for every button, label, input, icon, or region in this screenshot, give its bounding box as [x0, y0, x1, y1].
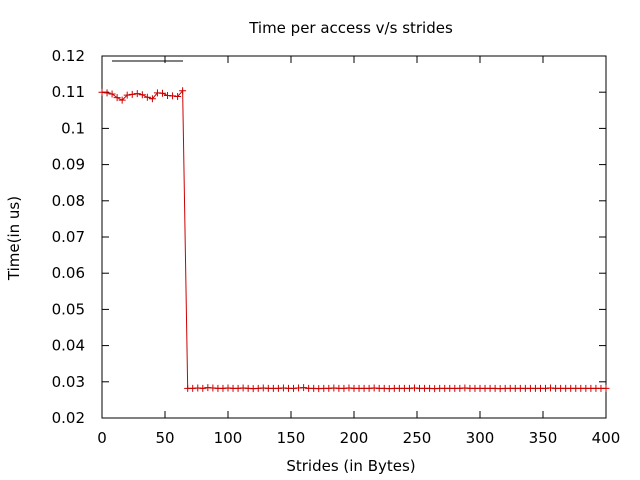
- chart-title: Time per access v/s strides: [248, 19, 453, 37]
- data-point-0-2: [108, 90, 116, 98]
- data-point-0-4: [118, 96, 126, 104]
- y-tick-label-2: 0.04: [52, 337, 85, 355]
- ticks: [101, 55, 607, 419]
- data-point-0-40: [300, 384, 308, 392]
- y-tick-label-6: 0.08: [52, 192, 85, 210]
- data-point-0-12: [158, 89, 166, 97]
- y-tick-label-9: 0.11: [52, 83, 85, 101]
- x-tick-label-2: 100: [214, 429, 243, 447]
- data-point-0-16: [179, 87, 187, 95]
- data-point-0-15: [174, 93, 182, 101]
- x-tick-label-0: 0: [97, 429, 107, 447]
- data-point-0-9: [143, 93, 151, 101]
- y-axis-label: Time(in us): [5, 196, 23, 281]
- data-point-0-100: [602, 384, 610, 392]
- x-axis-label: Strides (in Bytes): [286, 457, 415, 475]
- data-point-0-14: [169, 92, 177, 100]
- data-point-0-6: [128, 90, 136, 98]
- y-tick-label-0: 0.02: [52, 409, 85, 427]
- y-tick-label-8: 0.1: [61, 119, 85, 137]
- tick-labels: 0 50 100 150 200 250 300 350 400 0.02 0.03 0.04 0.05…: [52, 47, 621, 447]
- data-point-0-1: [103, 89, 111, 97]
- y-tick-label-1: 0.03: [52, 373, 85, 391]
- x-tick-label-1: 50: [155, 429, 174, 447]
- data-point-0-10: [148, 95, 156, 103]
- x-tick-label-5: 250: [403, 429, 432, 447]
- x-tick-label-7: 350: [529, 429, 558, 447]
- x-tick-label-4: 200: [340, 429, 369, 447]
- data-point-0-20: [199, 384, 207, 392]
- x-tick-label-3: 150: [277, 429, 306, 447]
- x-tick-label-8: 400: [592, 429, 621, 447]
- y-tick-label-5: 0.07: [52, 228, 85, 246]
- y-tick-label-7: 0.09: [52, 156, 85, 174]
- data-point-0-0: [98, 88, 106, 96]
- data-point-0-3: [113, 94, 121, 102]
- data-point-0-7: [133, 90, 141, 98]
- data-point-0-5: [123, 91, 131, 99]
- y-tick-label-3: 0.05: [52, 300, 85, 318]
- series-layer: [98, 87, 610, 393]
- y-tick-label-10: 0.12: [52, 47, 85, 65]
- series-line-0: [101, 89, 606, 390]
- data-point-0-8: [138, 91, 146, 99]
- x-tick-label-6: 300: [466, 429, 495, 447]
- plot-frame: [101, 55, 607, 419]
- y-tick-label-4: 0.06: [52, 264, 85, 282]
